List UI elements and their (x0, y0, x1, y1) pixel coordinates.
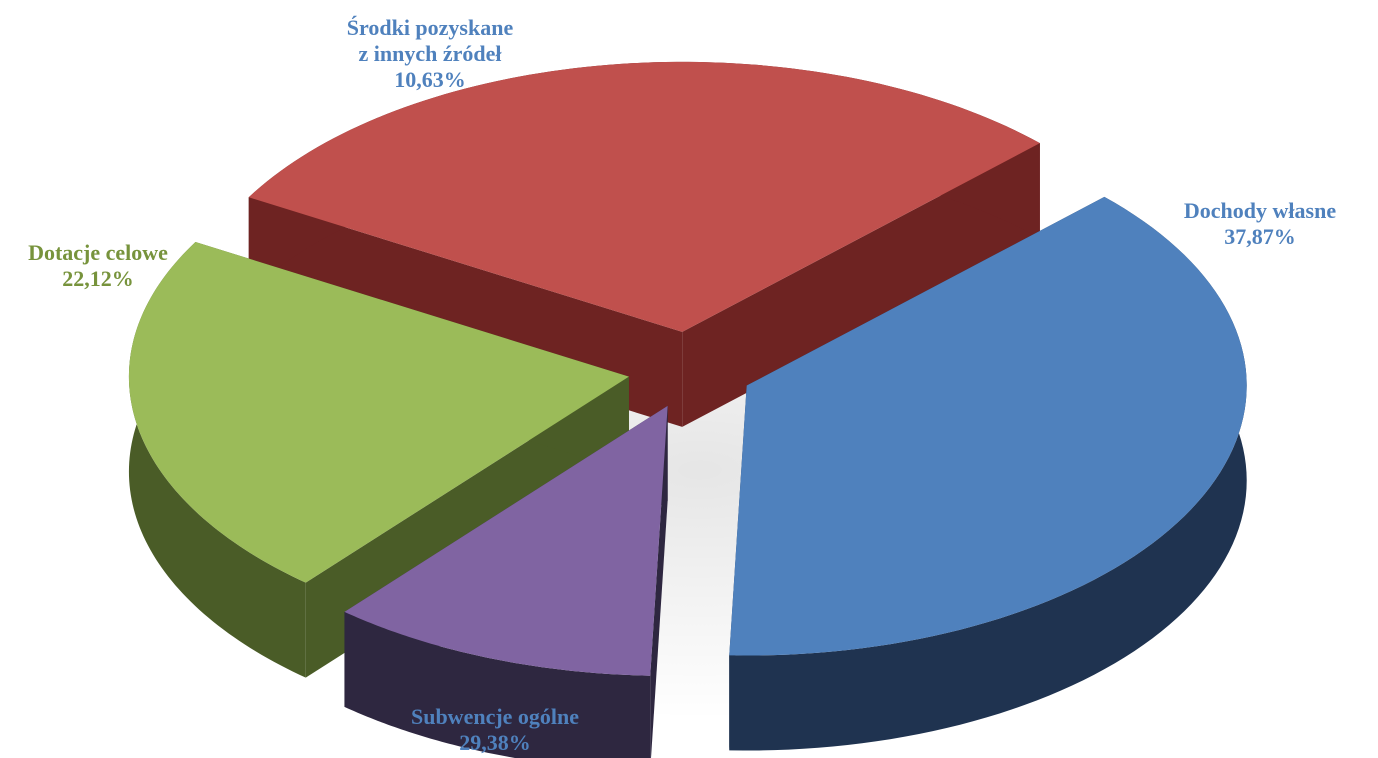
slice-label-name: Dochody własne (1183, 198, 1337, 223)
slice-srodki-pozyskane (344, 405, 668, 676)
slice-label-name: Dotacje celowe (28, 240, 168, 265)
slice-label-value: 29,38% (459, 730, 531, 755)
slice-label-dotacje-celowe: Dotacje celowe 22,12% (0, 240, 196, 292)
slice-rim-dochody-wlasne (729, 196, 1247, 751)
slice-dotacje-celowe (128, 242, 629, 583)
slice-rim-srodki-pozyskane (344, 611, 651, 758)
slice-wall-subwencje-ogolne-1 (682, 143, 1040, 427)
slice-label-value: 37,87% (1224, 224, 1296, 249)
slice-subwencje-ogolne (248, 61, 1040, 332)
slice-label-name: Środki pozyskane (346, 15, 514, 40)
slice-dochody-wlasne (729, 196, 1247, 656)
slice-label-value: 22,12% (62, 266, 134, 291)
slice-label-name: z innych źródeł (358, 41, 502, 66)
slice-label-name: Subwencje ogólne (410, 704, 580, 729)
slice-label-srodki-pozyskane: Środki pozyskane z innych źródeł 10,63% (300, 15, 560, 93)
slice-label-subwencje-ogolne: Subwencje ogólne 29,38% (360, 704, 630, 756)
slice-label-dochody-wlasne: Dochody własne 37,87% (1160, 198, 1360, 250)
slice-label-value: 10,63% (394, 67, 466, 92)
slice-tops (128, 61, 1247, 676)
